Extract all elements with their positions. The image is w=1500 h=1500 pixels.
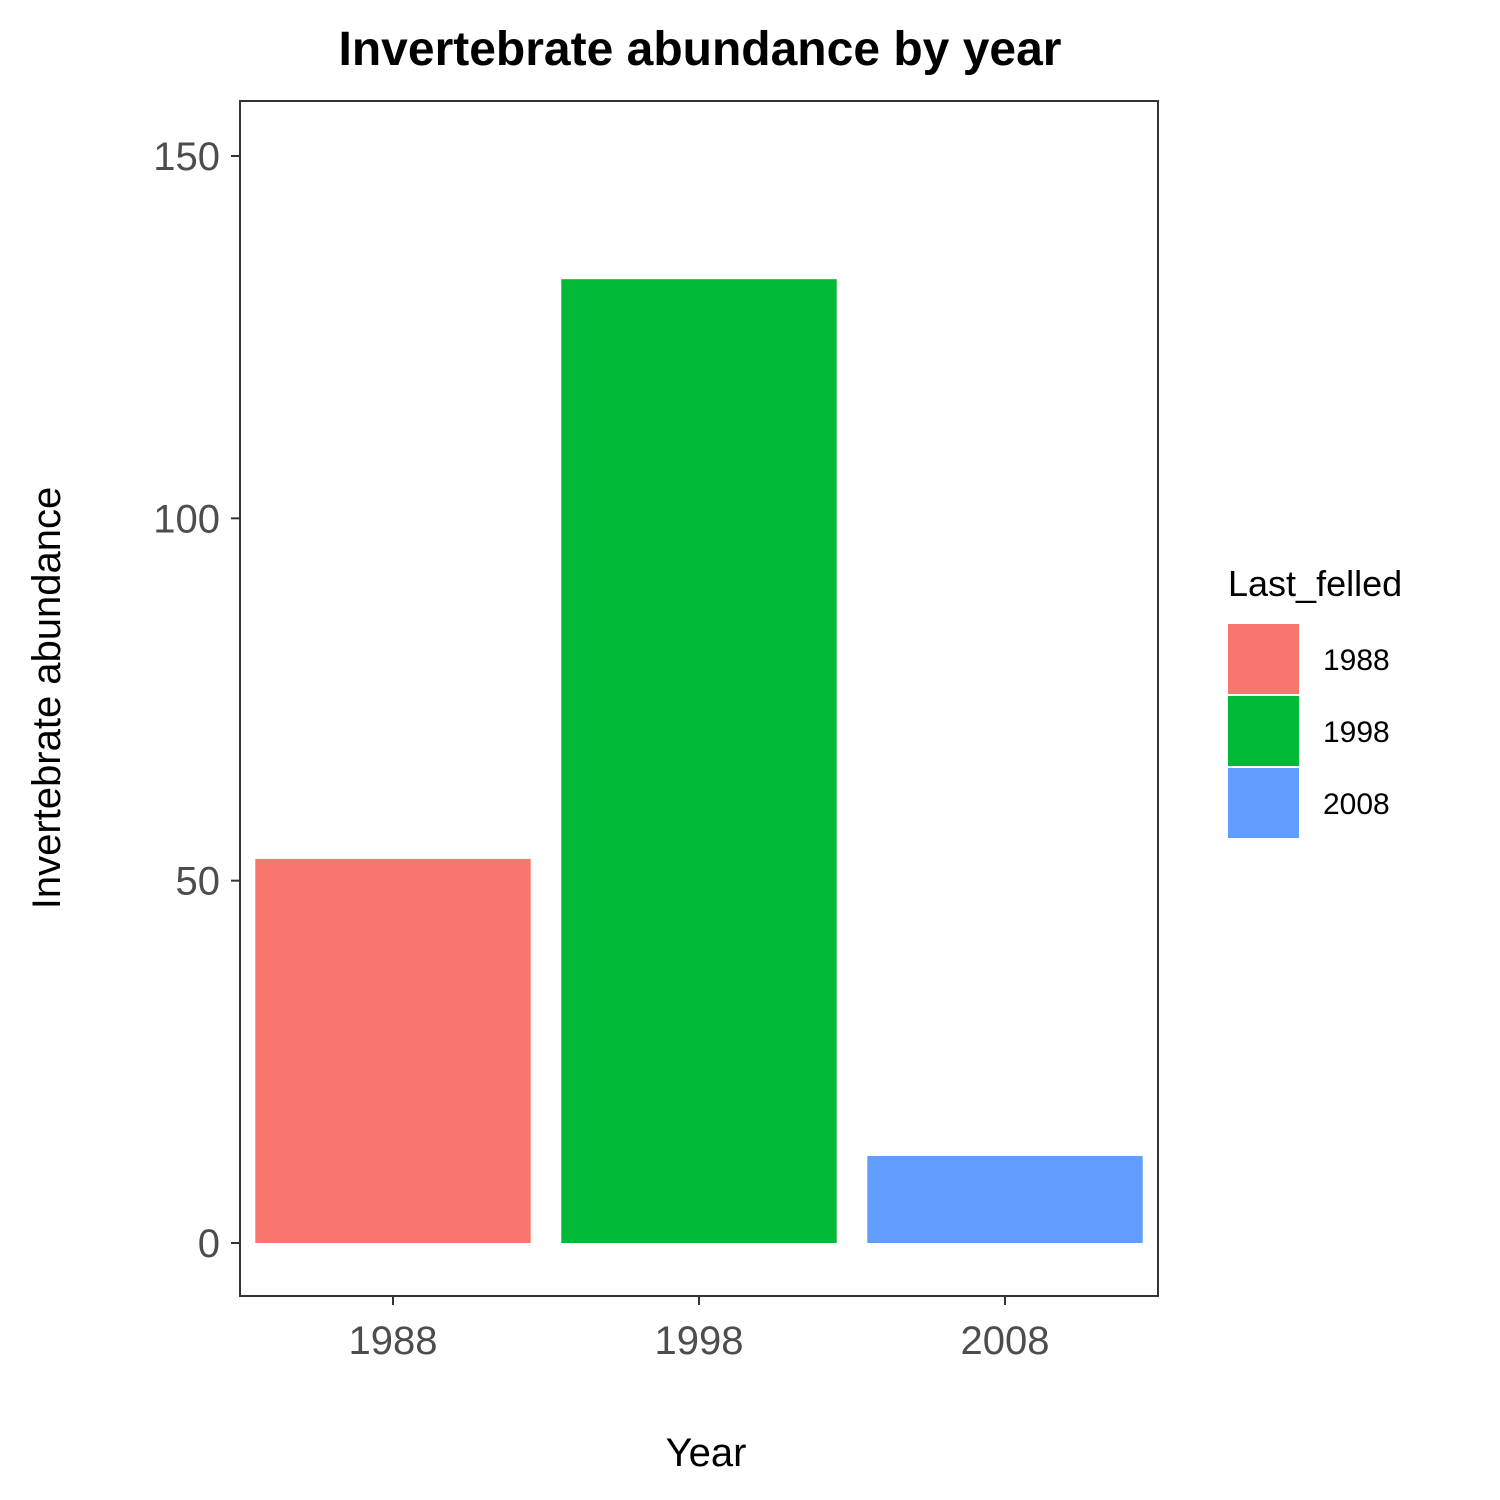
- legend-label-1998: 1998: [1323, 716, 1390, 749]
- legend-label-2008: 2008: [1323, 788, 1390, 821]
- bar-1998: [561, 279, 837, 1243]
- y-axis-title: Invertebrate abundance: [25, 487, 69, 910]
- x-axis-title: Year: [666, 1431, 747, 1475]
- legend: Last_felled 1988 1998 2008: [1228, 563, 1402, 838]
- chart-title: Invertebrate abundance by year: [339, 23, 1062, 76]
- legend-key-2008: [1228, 768, 1299, 838]
- bar-2008: [867, 1156, 1143, 1243]
- y-tick-label-100: 100: [153, 497, 220, 541]
- legend-title: Last_felled: [1228, 563, 1402, 604]
- x-tick-label-1988: 1988: [349, 1319, 438, 1363]
- y-tick-label-0: 0: [198, 1222, 220, 1266]
- legend-key-1998: [1228, 696, 1299, 766]
- legend-label-1988: 1988: [1323, 644, 1390, 677]
- plot-area: 0 50 100 150 1988 1998 2008: [153, 100, 1159, 1363]
- x-tick-label-2008: 2008: [961, 1319, 1050, 1363]
- x-tick-label-1998: 1998: [655, 1319, 744, 1363]
- y-tick-label-150: 150: [153, 135, 220, 179]
- legend-key-1988: [1228, 624, 1299, 694]
- y-tick-label-50: 50: [176, 860, 221, 904]
- bar-1988: [255, 858, 531, 1243]
